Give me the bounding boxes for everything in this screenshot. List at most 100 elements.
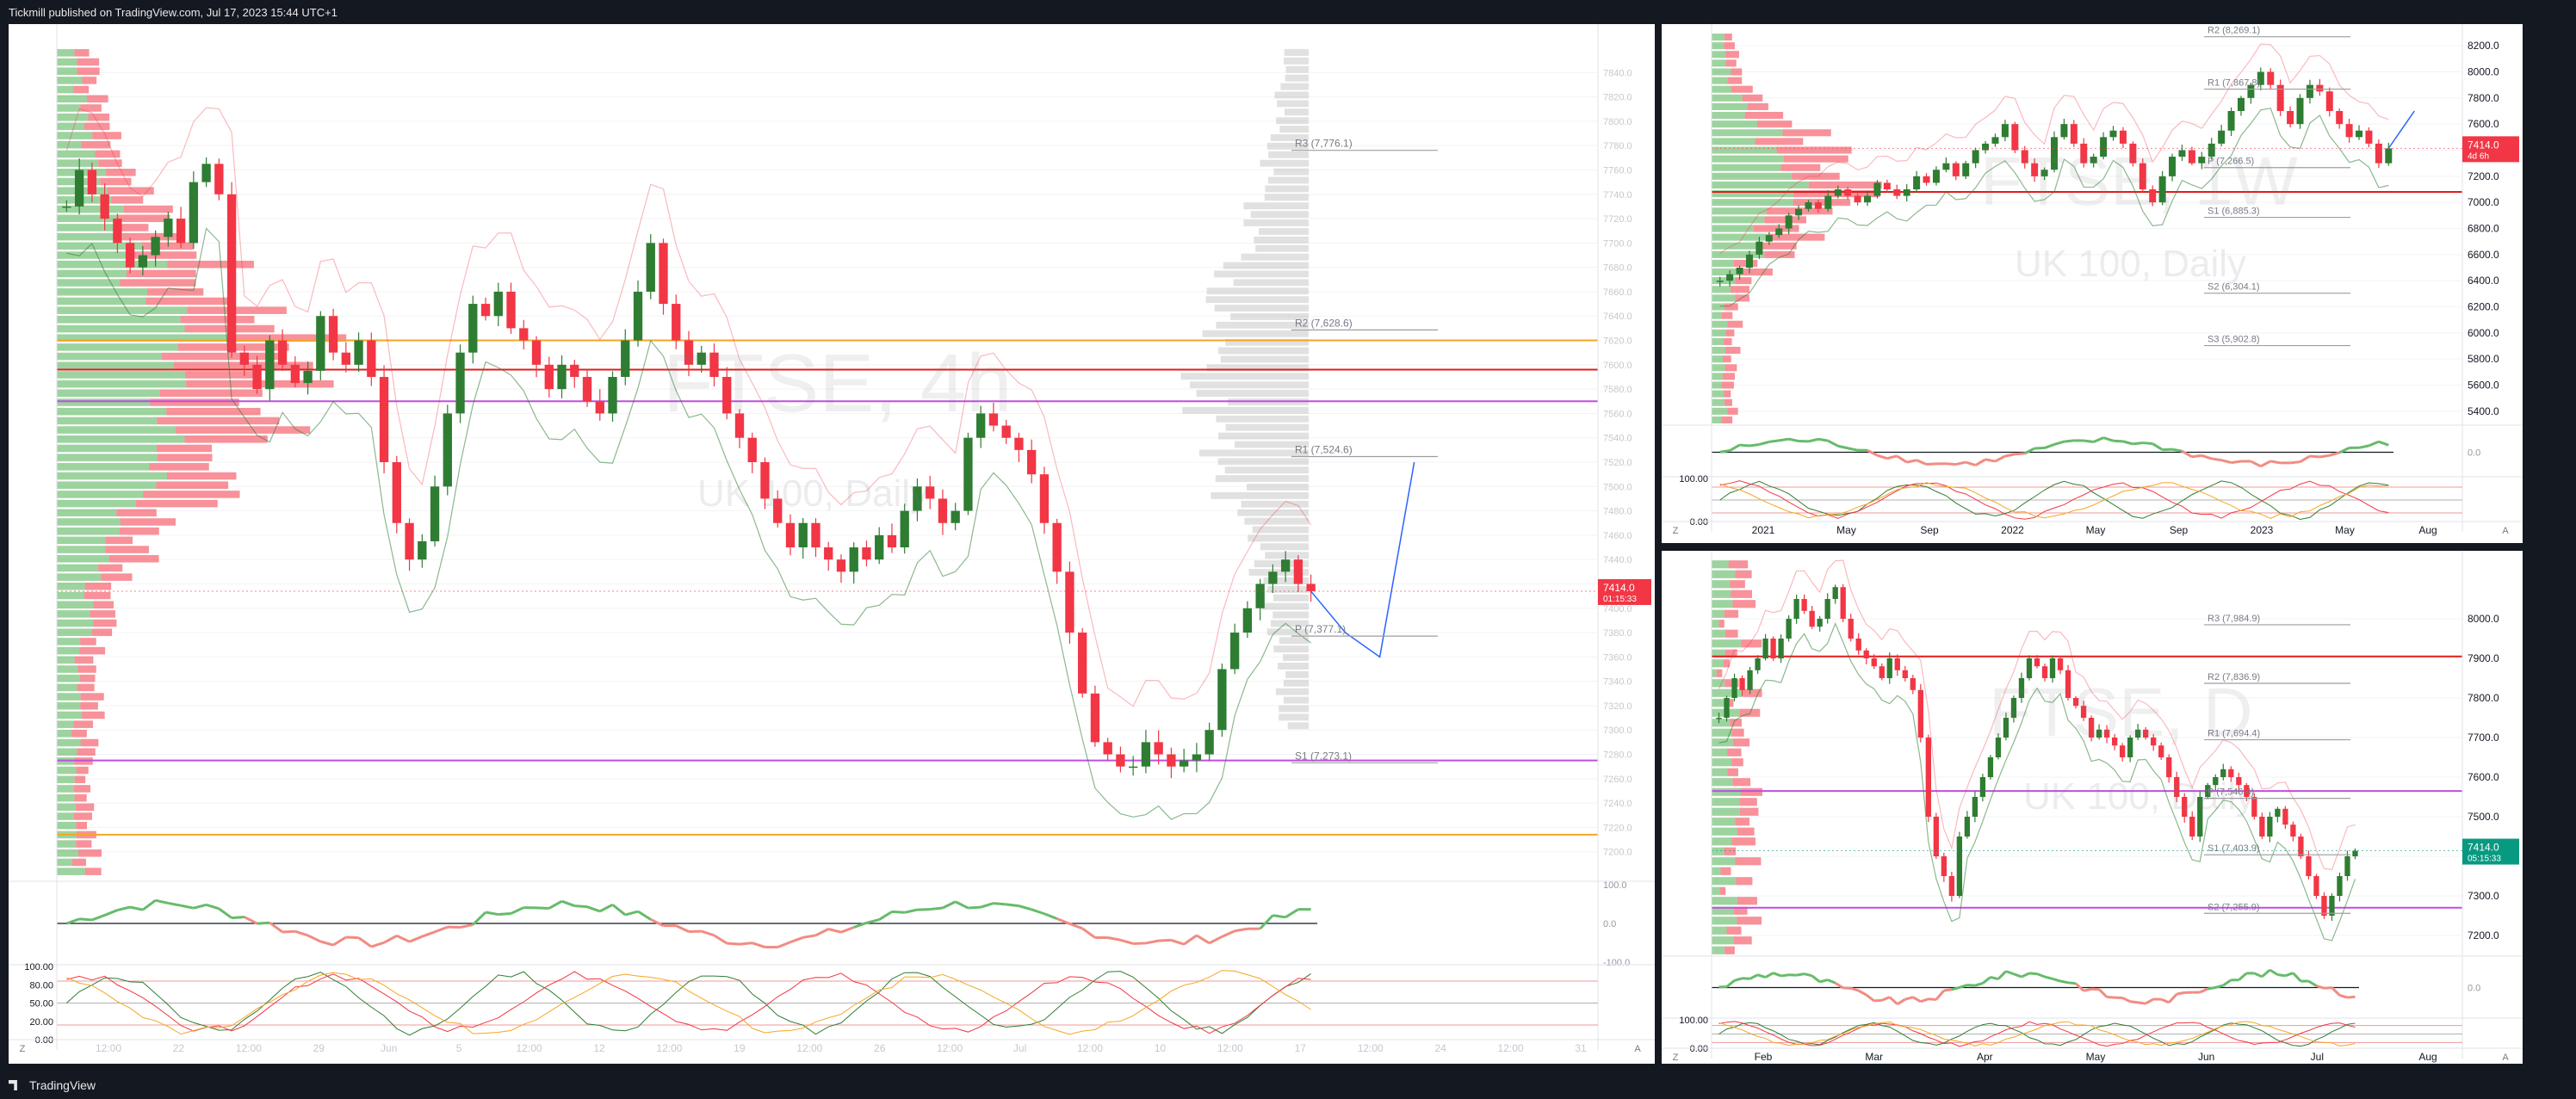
candle-body <box>1987 757 1994 777</box>
vp-bar-down <box>1792 172 1840 180</box>
vp-bar-session <box>1196 390 1309 398</box>
candle-body <box>1793 599 1799 619</box>
oscillator-segment <box>1133 942 1146 945</box>
oscillator-segment <box>840 926 855 934</box>
candle-body <box>2306 84 2313 98</box>
price-tick: 7300.0 <box>2468 890 2499 902</box>
vp-bar-up <box>57 85 74 94</box>
oscillator-segment <box>1886 454 1898 460</box>
vp-bar-session <box>1275 688 1309 695</box>
vp-bar-down <box>150 398 239 406</box>
oscillator-segment <box>1019 905 1032 911</box>
vp-bar-down <box>71 858 86 867</box>
oscillator-segment <box>2021 972 2030 979</box>
chart-panel-weekly[interactable]: R2 (8,269.1) R1 (7,867.8) P (7,266.5) S1 (6… <box>1662 24 2523 543</box>
brand-name: TradingView <box>29 1078 96 1092</box>
vp-bar-down <box>74 793 87 802</box>
candle-body <box>1910 678 1916 690</box>
candle-body <box>328 316 338 353</box>
candle-body <box>2213 777 2219 786</box>
vp-bar-down <box>88 113 110 121</box>
candle-body <box>1745 254 1753 268</box>
tradingview-logo[interactable]: TradingView <box>9 1078 96 1092</box>
vp-bar-down <box>107 187 154 194</box>
oscillator-segment <box>117 905 131 912</box>
vp-bar-up <box>1712 600 1733 608</box>
vp-bar-up <box>57 536 106 545</box>
candle-body <box>367 340 376 377</box>
candle-body <box>926 486 935 499</box>
vp-bar-down <box>1721 381 1734 389</box>
vp-bar-down <box>75 803 95 812</box>
candle-body <box>1255 583 1265 608</box>
candle-body <box>2090 157 2097 164</box>
vp-bar-down <box>1731 85 1753 93</box>
vp-bar-down <box>111 196 144 204</box>
oscillator-segment <box>2145 997 2154 1005</box>
vp-bar-session <box>1284 57 1309 65</box>
oscillator-segment <box>2220 459 2232 465</box>
vp-bar-session <box>1216 415 1309 423</box>
oscillator-segment <box>1779 437 1789 442</box>
time-tick: Jul <box>2311 1051 2324 1063</box>
vp-bar-session <box>1267 585 1309 593</box>
candle-body <box>151 237 160 256</box>
auto-scale-button: A <box>2502 526 2509 536</box>
vp-bar-down <box>80 693 104 701</box>
oscillator-segment <box>1847 447 1858 452</box>
oscillator-segment <box>1081 927 1096 939</box>
candle-body <box>354 340 363 365</box>
candle-body <box>646 243 655 292</box>
oscillator-segment <box>2028 972 2038 976</box>
price-pane: R3 (7,776.1) R2 (7,628.6) R1 (7,524.6) P (7… <box>57 48 1598 875</box>
candle-body <box>875 534 884 560</box>
vp-bar-down <box>84 583 112 590</box>
time-tick: 12:00 <box>1358 1042 1384 1054</box>
vp-bar-down <box>74 49 90 57</box>
vp-bar-up <box>57 785 74 793</box>
stoch-tick: 50.00 <box>29 999 53 1009</box>
oscillator-segment <box>1749 973 1759 980</box>
vp-bar-up <box>57 398 151 406</box>
candle-body <box>1090 693 1100 743</box>
pivot-label: P (7,546.4) <box>2208 787 2254 798</box>
price-pane: R2 (8,269.1) R1 (7,867.8) P (7,266.5) S1 (6… <box>1712 26 2462 423</box>
oscillator-segment <box>624 910 639 917</box>
vp-bar-session <box>1247 484 1309 491</box>
oscillator-segment <box>1943 988 1953 992</box>
oscillator-segment <box>269 921 283 934</box>
chart-panel-4h[interactable]: R3 (7,776.1) R2 (7,628.6) R1 (7,524.6) P (7… <box>9 24 1655 1064</box>
candle-body <box>2119 130 2127 144</box>
pivot-label: R2 (8,269.1) <box>2208 26 2260 36</box>
oscillator-segment <box>1817 437 1829 442</box>
candle-body <box>2365 130 2373 144</box>
vp-bar-session <box>1255 244 1309 252</box>
pivot-label: R3 (7,984.9) <box>2208 614 2260 624</box>
vp-bar-up <box>1712 719 1731 727</box>
vp-bar-up <box>57 196 112 204</box>
vp-bar-up <box>57 628 92 637</box>
vp-bar-up <box>1712 120 1758 128</box>
candle-body <box>1801 599 1807 611</box>
vp-bar-down <box>76 840 92 848</box>
price-tick: 7200.0 <box>2468 929 2499 942</box>
candle-body <box>1824 599 1830 619</box>
candle-body <box>1293 559 1303 584</box>
vp-bar-down <box>84 591 111 600</box>
vp-bar-session <box>1216 321 1309 329</box>
oscillator-segment <box>1850 986 1860 992</box>
vp-bar-session <box>1224 466 1309 474</box>
oscillator-segment <box>891 910 905 914</box>
vp-bar-down <box>1720 867 1731 875</box>
candle-body <box>2174 777 2180 797</box>
oscillator-segment <box>1935 989 1945 1001</box>
vp-bar-down <box>95 150 121 158</box>
time-tick: May <box>2335 524 2355 536</box>
vp-bar-up <box>1712 199 1793 207</box>
oscillator-segment <box>2129 1000 2139 1004</box>
candle-body <box>2149 189 2157 203</box>
vp-bar-up <box>1712 798 1741 806</box>
chart-panel-daily[interactable]: R3 (7,984.9) R2 (7,836.9) R1 (7,694.4) P (7… <box>1662 551 2523 1064</box>
candle-body <box>2259 817 2265 837</box>
vp-bar-up <box>57 472 167 480</box>
